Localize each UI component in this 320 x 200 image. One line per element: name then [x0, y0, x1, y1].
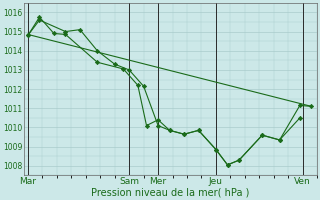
- X-axis label: Pression niveau de la mer( hPa ): Pression niveau de la mer( hPa ): [91, 187, 250, 197]
